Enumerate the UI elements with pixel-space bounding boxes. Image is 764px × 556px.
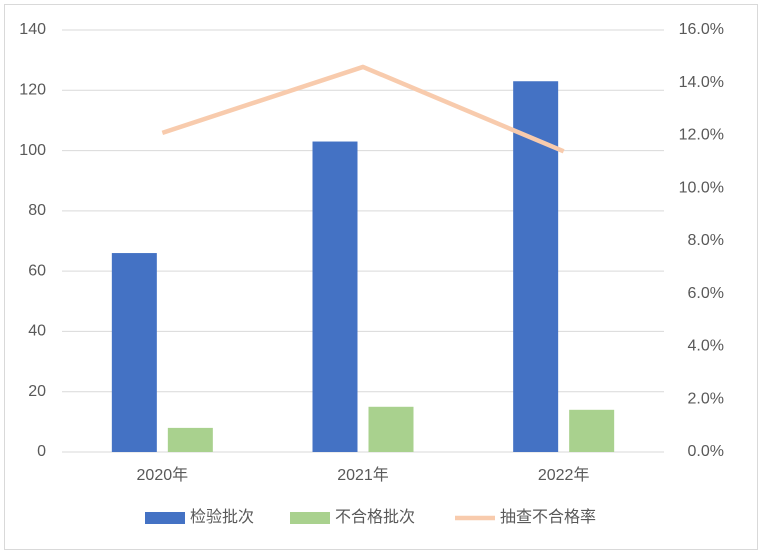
y2-tick-label: 12.0%	[679, 127, 724, 144]
y2-tick-label: 4.0%	[688, 338, 724, 355]
y-tick-label: 0	[37, 443, 46, 460]
y2-tick-label: 10.0%	[679, 179, 724, 196]
y2-tick-label: 0.0%	[688, 443, 724, 460]
bar	[368, 406, 414, 452]
bar	[569, 409, 615, 452]
y-tick-label: 60	[28, 262, 46, 279]
bar	[513, 81, 559, 452]
x-tick-label: 2022年	[538, 466, 590, 484]
line	[161, 64, 565, 154]
y-tick-label: 20	[28, 383, 46, 400]
x-tick-label: 2021年	[337, 466, 389, 484]
y-tick-label: 80	[28, 202, 46, 219]
legend-swatch	[290, 512, 330, 524]
legend-label: 不合格批次	[335, 508, 415, 526]
bar	[312, 141, 358, 452]
y-tick-label: 100	[19, 142, 46, 159]
legend-swatch	[145, 512, 185, 524]
y-tick-label: 40	[28, 323, 46, 340]
y2-tick-label: 2.0%	[688, 390, 724, 407]
y-tick-label: 120	[19, 82, 46, 99]
bar	[111, 253, 157, 452]
legend-label: 检验批次	[190, 508, 254, 526]
bar	[167, 427, 213, 452]
y-tick-label: 140	[19, 21, 46, 38]
x-tick-label: 2020年	[137, 466, 189, 484]
y2-tick-label: 8.0%	[688, 232, 724, 249]
legend-label: 抽查不合格率	[500, 508, 596, 526]
y2-tick-label: 16.0%	[679, 21, 724, 38]
y2-tick-label: 14.0%	[679, 74, 724, 91]
y2-tick-label: 6.0%	[688, 285, 724, 302]
